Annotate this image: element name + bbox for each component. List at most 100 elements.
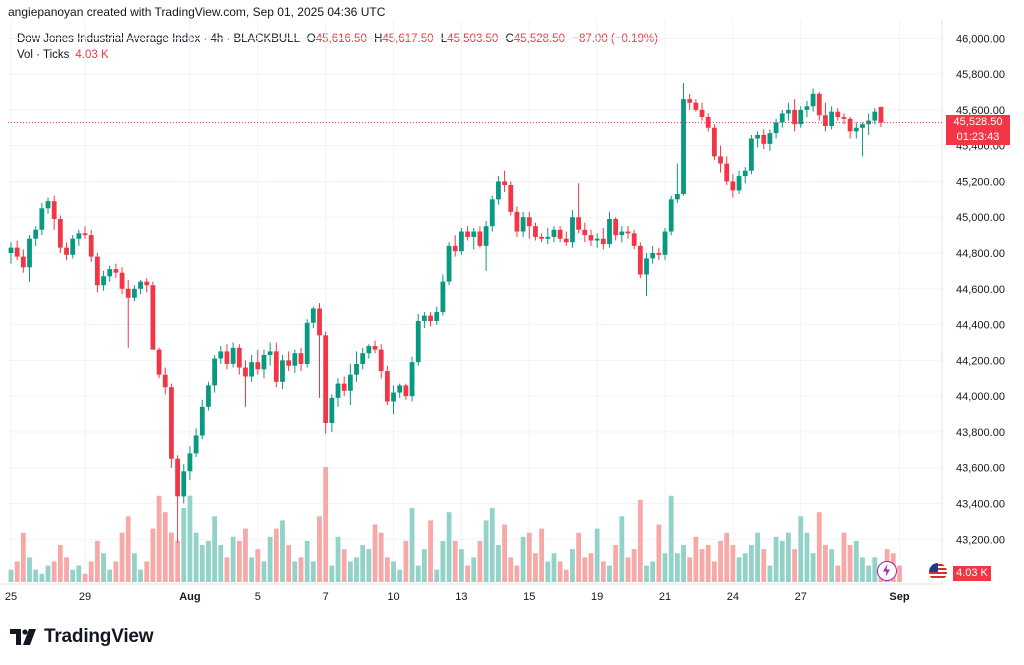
- candle-body: [317, 308, 322, 336]
- candle-body: [51, 201, 57, 220]
- volume-label[interactable]: Vol · Ticks: [17, 49, 70, 61]
- candle-body: [236, 347, 242, 368]
- volume-bar: [181, 508, 187, 582]
- attribution-text: angiepanoyan created with TradingView.co…: [8, 5, 386, 19]
- candle-body: [366, 346, 372, 354]
- tradingview-logo[interactable]: TradingView: [10, 626, 154, 648]
- volume-bar: [767, 565, 773, 582]
- volume-bar: [613, 545, 619, 582]
- volume-bar: [187, 495, 193, 582]
- volume-bar: [662, 553, 668, 582]
- volume-bar: [428, 520, 433, 582]
- volume-bar: [434, 569, 440, 582]
- price-tick-label: 44,200.00: [956, 355, 1005, 367]
- volume-bar: [409, 508, 415, 582]
- candle-body: [107, 269, 113, 277]
- volume-bar: [292, 561, 298, 582]
- candle-body: [502, 181, 507, 186]
- candle-body: [804, 106, 810, 110]
- time-tick-label: 21: [659, 591, 671, 603]
- candle-body: [415, 320, 421, 363]
- volume-bar: [829, 549, 835, 582]
- candle-body: [119, 272, 125, 289]
- volume-bar: [317, 516, 322, 582]
- candle-body: [459, 231, 464, 252]
- candle-body: [428, 315, 433, 321]
- candle-body: [619, 231, 625, 236]
- bar-countdown: 01:23:43: [956, 131, 1000, 143]
- volume-bar: [582, 557, 588, 582]
- candle-body: [674, 193, 680, 200]
- chart-canvas[interactable]: 43,200.00 43,400.00 43,600.00 43,800.00 44,0…: [0, 0, 1024, 620]
- volume-bar: [57, 545, 63, 582]
- candle-body: [76, 233, 82, 239]
- volume-bar: [594, 528, 600, 582]
- volume-bar: [736, 557, 742, 582]
- candle-body: [749, 138, 754, 171]
- logo-text: TradingView: [44, 626, 154, 647]
- candle-body: [45, 201, 51, 209]
- candle-body: [292, 353, 298, 366]
- volume-bar: [298, 557, 304, 582]
- volume-bar: [619, 516, 625, 582]
- volume-bar: [502, 524, 507, 582]
- price-axis[interactable]: 43,200.00 43,400.00 43,600.00 43,800.00 44,0…: [956, 33, 1005, 546]
- candle-body: [391, 392, 396, 402]
- volume-bar: [20, 532, 26, 582]
- volume-bar: [403, 540, 409, 582]
- volume-bar: [496, 545, 501, 582]
- volume-bar: [391, 561, 396, 582]
- flash-icon[interactable]: [877, 561, 897, 581]
- candle-body: [280, 360, 285, 382]
- candle-body: [872, 111, 878, 121]
- candle-body: [755, 134, 760, 139]
- time-axis[interactable]: 25 29 Aug 5 7 10 13 15 19 21 24 27 Sep: [5, 591, 910, 603]
- volume-bar: [483, 520, 489, 582]
- volume-bar: [860, 557, 865, 582]
- candle-body: [304, 322, 310, 364]
- volume-bar: [847, 545, 853, 582]
- volume-bar: [150, 528, 156, 582]
- volume-bar: [539, 528, 545, 582]
- volume-bar: [101, 553, 106, 582]
- volume-bars: [8, 467, 902, 582]
- candle-body: [403, 385, 409, 397]
- volume-bar: [366, 549, 372, 582]
- volume-bar: [644, 565, 649, 582]
- volume-bar: [557, 561, 563, 582]
- symbol-legend: Dow Jones Industrial Average Index · 4h …: [17, 33, 658, 45]
- candle-body: [496, 181, 501, 200]
- volume-bar: [823, 545, 828, 582]
- price-tick-label: 43,200.00: [956, 534, 1005, 546]
- volume-bar: [230, 536, 236, 582]
- candle-body: [261, 354, 267, 370]
- candle-body: [742, 170, 748, 177]
- candle-body: [150, 285, 156, 350]
- candle-body: [779, 113, 785, 123]
- candle-body: [64, 247, 69, 255]
- candle-body: [125, 288, 131, 298]
- volume-bar: [866, 565, 872, 582]
- candle-body: [440, 281, 446, 313]
- candle-body: [662, 231, 668, 255]
- volume-bar: [415, 565, 421, 582]
- candle-body: [243, 367, 248, 377]
- candle-body: [625, 231, 631, 234]
- volume-bar: [132, 553, 137, 582]
- volume-bar: [384, 557, 390, 582]
- volume-bar: [514, 565, 520, 582]
- symbol-line[interactable]: Dow Jones Industrial Average Index · 4h …: [17, 33, 300, 45]
- candle-body: [798, 109, 804, 125]
- volume-bar: [144, 561, 150, 582]
- candle-body: [162, 374, 168, 388]
- volume-bar: [761, 549, 767, 582]
- candle-body: [33, 229, 39, 239]
- volume-bar: [446, 512, 452, 582]
- candle-body: [372, 346, 378, 350]
- volume-bar: [206, 540, 211, 582]
- candle-body: [88, 235, 94, 257]
- grid: [0, 20, 943, 585]
- candle-body: [860, 124, 865, 128]
- candle-body: [132, 288, 137, 298]
- volume-bar: [508, 557, 514, 582]
